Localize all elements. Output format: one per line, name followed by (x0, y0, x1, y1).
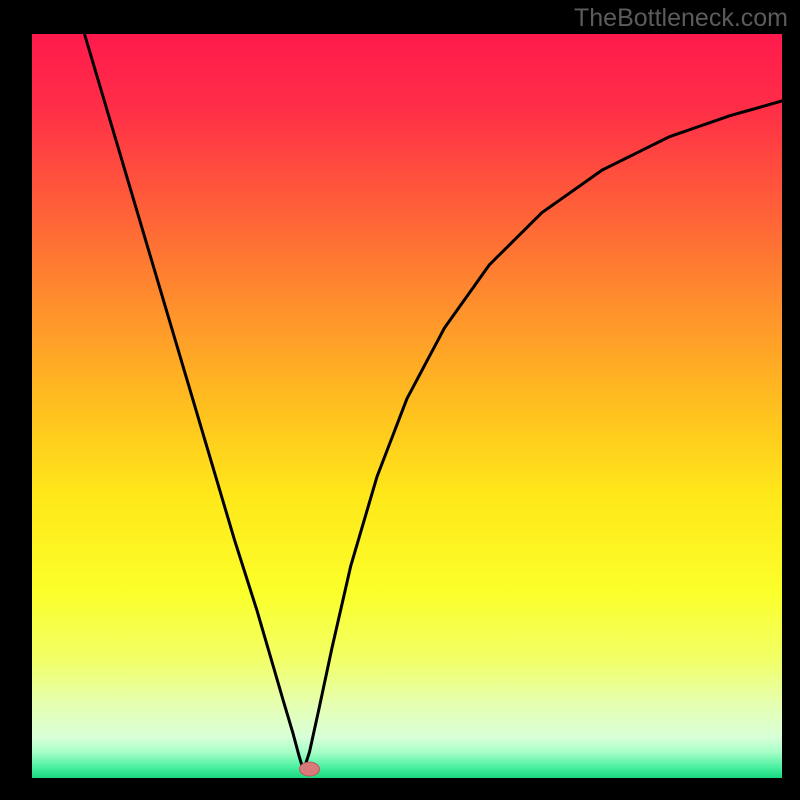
trough-marker (300, 762, 320, 776)
plot-background (32, 34, 782, 778)
watermark-text: TheBottleneck.com (574, 4, 788, 33)
chart-frame: TheBottleneck.com (0, 0, 800, 800)
bottleneck-chart (0, 0, 800, 800)
